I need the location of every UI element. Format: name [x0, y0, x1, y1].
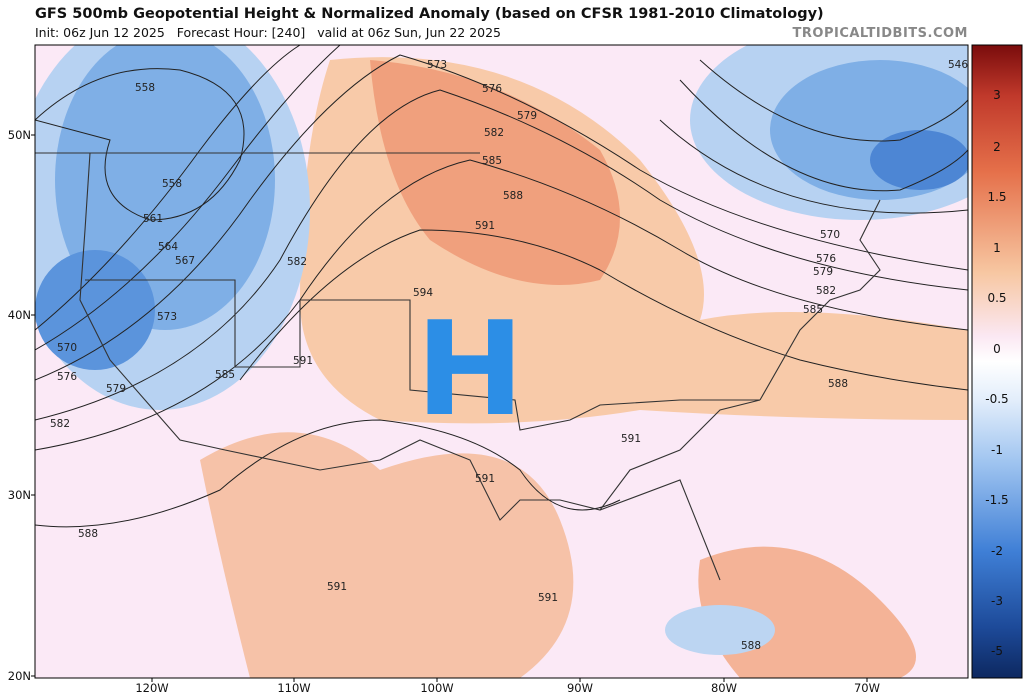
contour-line [35, 45, 341, 351]
contour-label: 558 [135, 82, 155, 94]
coastline [759, 199, 881, 401]
border-line [224, 439, 721, 581]
colorbar-label: 1.5 [987, 190, 1006, 204]
contour-label: 585 [215, 369, 235, 381]
coastline [79, 152, 226, 451]
colorbar [971, 44, 1023, 679]
border-line [85, 279, 760, 431]
latitude-label: 20N [8, 669, 31, 683]
longitude-label: 70W [854, 681, 880, 695]
site-name: TROPICALTIDBITS.COM [793, 26, 968, 41]
contour-line [35, 45, 301, 331]
colorbar-label: -0.5 [985, 392, 1008, 406]
contour-line [699, 59, 968, 142]
contour-label: 591 [475, 220, 495, 232]
contour-label: 582 [287, 256, 307, 268]
colorbar-label: 0 [993, 342, 1001, 356]
contour-label: 576 [482, 83, 502, 95]
contour-label: 579 [517, 110, 537, 122]
longitude-label: 100W [420, 681, 453, 695]
contour-label: 585 [482, 155, 502, 167]
title: GFS 500mb Geopotential Height & Normaliz… [35, 6, 824, 22]
contour-line [659, 119, 968, 214]
colorbar-label: -1.5 [985, 493, 1008, 507]
latitude-label: 30N [8, 488, 31, 502]
anomaly-mexico [200, 432, 574, 678]
contour-label: 546 [948, 59, 968, 71]
subtitle: Init: 06z Jun 12 2025 Forecast Hour: [24… [35, 25, 501, 40]
colorbar-label: -2 [991, 544, 1003, 558]
map-area: H 55855856156456757057357657958258559158… [35, 45, 968, 678]
contour-label: 588 [741, 640, 761, 652]
latitude-label: 40N [8, 308, 31, 322]
contour-label: 573 [157, 311, 177, 323]
longitude-label: 120W [135, 681, 168, 695]
contour-label: 591 [327, 581, 347, 593]
contour-line [35, 54, 968, 381]
contour-label: 561 [143, 213, 163, 225]
contour-label: 588 [78, 528, 98, 540]
anomaly-ridge-inner [370, 60, 620, 285]
colorbar-label: 0.5 [987, 291, 1006, 305]
contour-label: 567 [175, 255, 195, 267]
longitude-label: 90W [567, 681, 593, 695]
contour-label: 594 [413, 287, 433, 299]
contour-label: 573 [427, 59, 447, 71]
contour-line [679, 79, 968, 192]
contour-line [239, 229, 968, 391]
contour-label: 558 [162, 178, 182, 190]
contour-label: 588 [503, 190, 523, 202]
latitude-label: 50N [8, 128, 31, 142]
contour-labels: 5585585615645675705735765795825855915825… [50, 59, 968, 652]
colorbar-label: 3 [993, 88, 1001, 102]
contour-label: 579 [813, 266, 833, 278]
anomaly-east-low [870, 130, 968, 190]
contour-label: 576 [57, 371, 77, 383]
high-pressure-marker: H [416, 293, 525, 445]
longitude-label: 80W [711, 681, 737, 695]
contour-label: 591 [621, 433, 641, 445]
contour-label: 570 [57, 342, 77, 354]
colorbar-label: 2 [993, 140, 1001, 154]
contour-label: 582 [484, 127, 504, 139]
coastline [599, 399, 761, 511]
contour-line [35, 419, 621, 528]
contour-label: 591 [475, 473, 495, 485]
contour-label: 585 [803, 304, 823, 316]
colorbar-label: 1 [993, 241, 1001, 255]
contour-line [35, 159, 968, 451]
contour-label: 582 [816, 285, 836, 297]
contour-label: 570 [820, 229, 840, 241]
longitude-label: 110W [277, 681, 310, 695]
contour-label: 579 [106, 383, 126, 395]
map-frame [34, 44, 969, 679]
colorbar-label: -3 [991, 594, 1003, 608]
anomaly-cuba [665, 605, 775, 655]
contour-label: 576 [816, 253, 836, 265]
contour-label: 591 [293, 355, 313, 367]
colorbar-label: -1 [991, 443, 1003, 457]
contour-line [35, 68, 245, 221]
contour-label: 564 [158, 241, 178, 253]
contour-label: 591 [538, 592, 558, 604]
axes: 50N 40N 30N 20N 120W 110W 100W 90W 80W 70W 3 2 1.5 1 0… [8, 88, 1009, 695]
contour-label: 582 [50, 418, 70, 430]
contour-label: 588 [828, 378, 848, 390]
colorbar-label: -5 [991, 644, 1003, 658]
contour-line [35, 89, 968, 421]
